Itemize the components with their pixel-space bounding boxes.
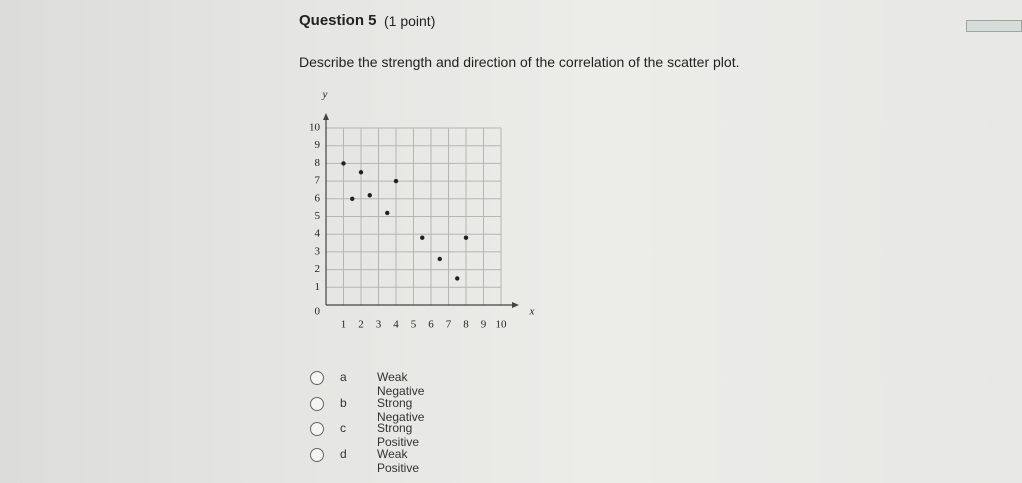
question-title: Question 5	[299, 12, 377, 29]
x-tick-label: 2	[358, 319, 364, 331]
option-text: Weak Negative	[377, 370, 425, 398]
point	[455, 276, 460, 281]
point	[420, 235, 425, 240]
y-tick-label: 2	[315, 263, 321, 275]
question-prompt: Describe the strength and direction of t…	[299, 54, 740, 70]
y-tick-label: 1	[315, 281, 321, 293]
y-tick-label: 10	[309, 122, 321, 134]
point	[358, 170, 364, 175]
x-tick-label: 8	[463, 319, 469, 331]
option-text: Weak Positive	[377, 446, 420, 475]
x-tick-label: 9	[481, 319, 487, 331]
radio-button[interactable]	[310, 371, 324, 385]
y-tick-label: 8	[315, 157, 321, 169]
point	[367, 193, 372, 198]
x-tick-label: 3	[376, 319, 382, 331]
y-tick-label: 3	[315, 245, 321, 257]
option-letter: b	[340, 395, 347, 410]
y-tick-label: 9	[315, 139, 321, 151]
x-tick-label: 7	[446, 319, 452, 331]
option-text: Strong Positive	[377, 421, 420, 449]
y-tick-label: 7	[315, 175, 321, 187]
option-letter: c	[340, 421, 346, 435]
y-axis-label: y	[322, 89, 328, 101]
question-points: (1 point)	[384, 13, 436, 29]
point	[463, 235, 469, 240]
point	[437, 256, 442, 262]
y-tick-label: 5	[315, 210, 321, 222]
y-tick-label: 0	[315, 306, 321, 318]
y-tick-label: 6	[315, 192, 321, 204]
x-tick-label: 1	[341, 319, 347, 331]
option-letter: a	[340, 370, 347, 384]
x-tick-label: 6	[428, 319, 434, 331]
radio-button[interactable]	[310, 447, 324, 462]
x-axis-label: x	[529, 306, 535, 318]
point	[393, 178, 399, 184]
option-letter: d	[340, 446, 347, 461]
x-tick-label: 10	[496, 319, 508, 331]
point	[341, 161, 346, 166]
radio-button[interactable]	[310, 422, 324, 436]
x-axis-arrow	[512, 302, 519, 308]
x-tick-label: 5	[411, 319, 417, 331]
point	[385, 210, 390, 216]
x-tick-label: 4	[393, 319, 399, 331]
radio-button[interactable]	[310, 396, 324, 411]
point	[350, 196, 355, 201]
option-text: Strong Negative	[377, 395, 425, 424]
y-tick-label: 4	[315, 228, 321, 240]
y-axis-arrow	[323, 113, 329, 120]
